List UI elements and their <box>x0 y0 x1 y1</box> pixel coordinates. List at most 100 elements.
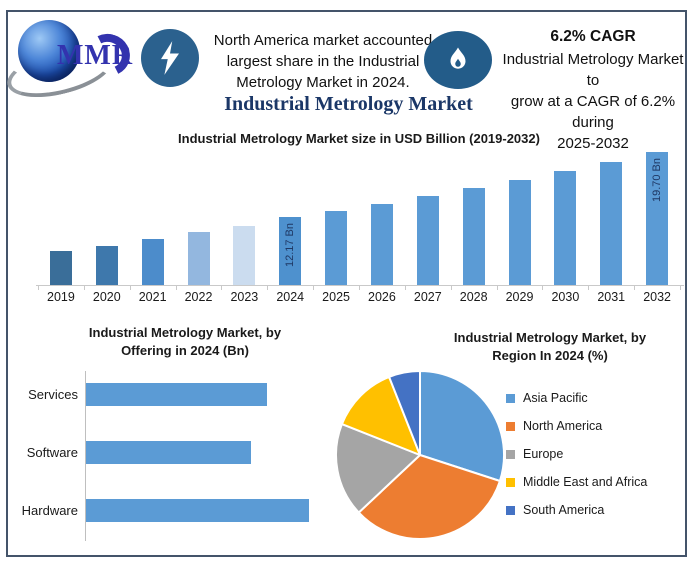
offering-label-services: Services <box>28 387 78 402</box>
bar-slot-2029 <box>497 150 543 285</box>
market-size-bar-chart: 12.17 Bn 19.70 Bn <box>38 150 680 285</box>
axis-tick <box>634 286 636 290</box>
axis-tick <box>267 286 269 290</box>
x-tick-label-2021: 2021 <box>138 290 167 304</box>
x-tick-label-2025: 2025 <box>322 290 350 304</box>
x-tick-label-2028: 2028 <box>459 290 488 304</box>
x-tick-label-2030: 2030 <box>551 290 580 304</box>
bar-2027 <box>416 196 439 285</box>
x-tick-label-2024: 2024 <box>276 290 305 304</box>
x-tick-label-2022: 2022 <box>184 290 213 304</box>
bar-value-label-2032: 19.70 Bn <box>651 158 664 203</box>
offering-chart-title: Industrial Metrology Market, by Offering … <box>40 324 330 360</box>
text-line: Industrial Metrology Market to <box>502 51 684 89</box>
market-size-chart-title: Industrial Metrology Market size in USD … <box>178 131 540 146</box>
region-pie-chart <box>335 370 505 540</box>
x-tick-label-2029: 2029 <box>505 290 534 304</box>
pie-slice-south-america <box>388 370 421 456</box>
text-line: largest share in the Industrial <box>226 53 420 70</box>
x-tick-label-2032: 2032 <box>643 290 671 304</box>
bar-2030 <box>554 171 577 285</box>
cagr-title: 6.2% CAGR <box>550 28 636 45</box>
axis-tick <box>450 286 452 290</box>
bar-slot-2027 <box>405 150 451 285</box>
bar-2021 <box>141 239 164 285</box>
globe-logo-icon <box>18 20 80 82</box>
bar-slot-2021 <box>130 150 176 285</box>
bar-slot-2022 <box>176 150 222 285</box>
north-america-highlight-text: North America market accounted largest sh… <box>203 30 443 93</box>
pie-slice-middle-east-and-africa <box>340 375 421 456</box>
bar-slot-2030 <box>542 150 588 285</box>
x-tick-label-2026: 2026 <box>368 290 396 304</box>
offering-bar-hardware <box>86 499 309 522</box>
bar-2031 <box>600 162 623 285</box>
axis-tick <box>221 286 223 290</box>
offering-label-software: Software <box>26 445 78 460</box>
cagr-description: Industrial Metrology Market to grow at a … <box>496 49 690 154</box>
text-line: Region In 2024 (%) <box>492 348 608 363</box>
bar-slot-2023 <box>221 150 267 285</box>
bar-slot-2020 <box>84 150 130 285</box>
text-line: grow at a CAGR of 6.2% during <box>510 93 676 131</box>
bar-slot-2032: 19.70 Bn <box>634 150 680 285</box>
legend-swatch <box>506 449 515 459</box>
legend-item-north-america: North America <box>506 419 647 433</box>
bar-2020 <box>95 246 118 285</box>
bar-2024: 12.17 Bn <box>279 217 302 285</box>
bar-slot-2025 <box>313 150 359 285</box>
lightning-bolt-icon <box>141 29 199 87</box>
legend-label: South America <box>523 503 605 517</box>
x-tick-label-2031: 2031 <box>597 290 626 304</box>
pie-slice-asia-pacific <box>419 370 505 482</box>
legend-item-europe: Europe <box>506 447 647 461</box>
text-line: North America market accounted <box>213 32 433 49</box>
bar-2023 <box>233 226 256 285</box>
legend-label: North America <box>523 419 603 433</box>
bar-2028 <box>462 188 485 285</box>
legend-swatch <box>506 477 515 487</box>
x-tick-label-2027: 2027 <box>413 290 442 304</box>
cagr-callout: 6.2% CAGR Industrial Metrology Market to… <box>496 28 690 154</box>
legend-item-middle-east-and-africa: Middle East and Africa <box>506 475 647 489</box>
bar-slot-2024: 12.17 Bn <box>267 150 313 285</box>
legend-label: Middle East and Africa <box>523 475 648 489</box>
bar-2026 <box>370 204 393 285</box>
text-line: Industrial Metrology Market, by <box>88 325 282 340</box>
axis-tick <box>313 286 315 290</box>
text-line: Industrial Metrology Market, by <box>453 330 647 345</box>
pie-slice-north-america <box>357 454 501 540</box>
legend-swatch <box>506 505 515 515</box>
bar-2025 <box>325 211 348 285</box>
axis-tick <box>175 286 177 290</box>
legend-swatch <box>506 421 515 431</box>
region-chart-title: Industrial Metrology Market, by Region In… <box>430 329 670 365</box>
axis-tick <box>496 286 498 290</box>
legend-item-south-america: South America <box>506 503 647 517</box>
bar-slot-2028 <box>451 150 497 285</box>
axis-tick <box>404 286 406 290</box>
x-axis-labels: 2019 2020 2021 2022 2023 2024 2025 2026 2027 2028… <box>38 290 680 304</box>
axis-tick <box>38 286 39 290</box>
axis-tick <box>129 286 131 290</box>
text-line: Metrology Market in 2024. <box>236 74 410 91</box>
bar-2029 <box>508 180 531 285</box>
legend-label: Asia Pacific <box>523 391 588 405</box>
bar-value-label-2024: 12.17 Bn <box>284 223 297 268</box>
x-tick-label-2020: 2020 <box>92 290 121 304</box>
offering-label-hardware: Hardware <box>21 503 78 518</box>
bar-slot-2019 <box>38 150 84 285</box>
region-legend: Asia Pacific North America Europe Middle Ea… <box>506 391 647 517</box>
axis-tick <box>588 286 590 290</box>
axis-tick <box>359 286 360 290</box>
flame-icon <box>424 31 492 89</box>
text-line: 2025-2032 <box>557 135 629 152</box>
pie-slice-europe <box>335 423 421 514</box>
axis-tick <box>680 286 681 290</box>
bolt-glyph <box>161 41 179 75</box>
axis-tick <box>83 286 85 290</box>
legend-swatch <box>506 393 515 403</box>
bar-2019 <box>49 251 72 285</box>
x-tick-label-2019: 2019 <box>47 290 75 304</box>
page-title: Industrial Metrology Market <box>224 93 473 115</box>
